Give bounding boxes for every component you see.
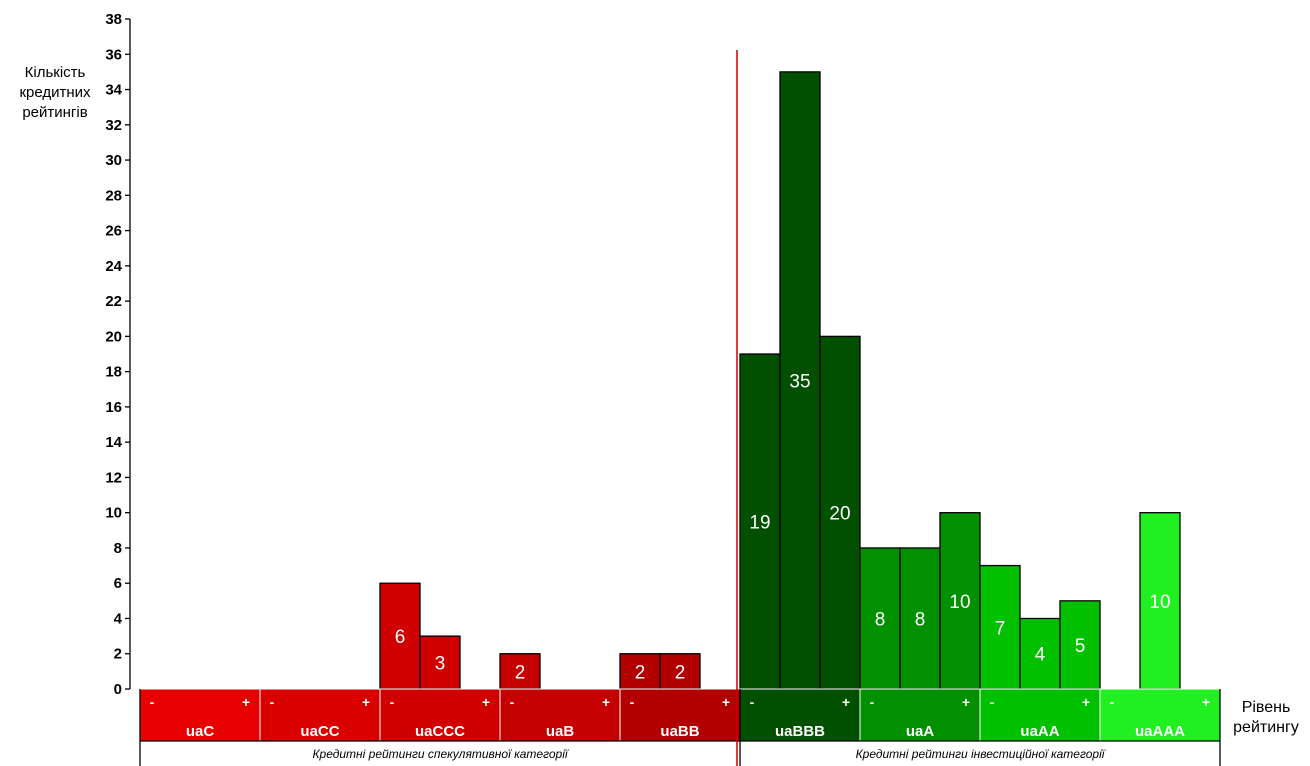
y-tick-label: 12 [105, 469, 122, 486]
y-tick-label: 38 [105, 11, 122, 28]
rating-band-uaCC [259, 688, 381, 742]
y-axis-label-line: Кількість [25, 64, 86, 81]
band-minus-sign: - [990, 694, 995, 710]
category-group-label: Кредитні рейтинги інвестиційної категорі… [856, 747, 1106, 761]
band-name-label: uaBBB [775, 723, 825, 740]
y-tick-label: 36 [105, 46, 122, 63]
category-groups: Кредитні рейтинги спекулятивної категорі… [139, 689, 1221, 766]
x-axis-label-line: Рівень [1242, 699, 1291, 716]
bar-value-label: 2 [675, 662, 686, 683]
band-minus-sign: - [270, 694, 275, 710]
y-tick-label: 10 [105, 505, 122, 522]
band-plus-sign: + [1082, 694, 1090, 710]
band-plus-sign: + [362, 694, 370, 710]
bar-value-label: 7 [995, 618, 1006, 639]
y-axis-label-line: кредитних [19, 84, 91, 101]
y-tick-label: 0 [114, 681, 122, 698]
bar-value-label: 6 [395, 627, 406, 648]
rating-band-strip: - + uaC - + uaCC - + uaCCC - + uaB - + uaBB - + uaBBB - + ua… [139, 688, 1221, 742]
band-name-label: uaCC [300, 723, 339, 740]
bar-value-label: 10 [1149, 592, 1170, 613]
rating-band-uaAAA [1099, 688, 1221, 742]
x-axis-label-line: рейтингу [1233, 719, 1299, 736]
bar-uaAA- [979, 564, 1021, 690]
bar-value-label: 8 [875, 609, 886, 630]
rating-band-uaA [859, 688, 981, 742]
y-tick-label: 32 [105, 117, 122, 134]
bar-value-label: 8 [915, 609, 926, 630]
rating-band-uaBB [619, 688, 741, 742]
y-tick-label: 26 [105, 223, 122, 240]
band-name-label: uaB [546, 723, 575, 740]
y-tick-label: 34 [105, 82, 122, 99]
y-tick-label: 14 [105, 434, 122, 451]
band-name-label: uaCCC [415, 723, 465, 740]
band-name-label: uaAA [1020, 723, 1059, 740]
band-minus-sign: - [390, 694, 395, 710]
bar-value-label: 2 [635, 662, 646, 683]
band-minus-sign: - [630, 694, 635, 710]
band-plus-sign: + [962, 694, 970, 710]
band-name-label: uaAAA [1135, 723, 1185, 740]
bar-value-label: 10 [949, 592, 970, 613]
y-tick-label: 16 [105, 399, 122, 416]
y-tick-label: 4 [114, 610, 123, 627]
y-tick-label: 30 [105, 152, 122, 169]
band-name-label: uaA [906, 723, 935, 740]
bar-value-label: 3 [435, 654, 446, 675]
band-name-label: uaBB [660, 723, 699, 740]
y-tick-label: 24 [105, 258, 122, 275]
x-axis-label: Рівень рейтингу [1233, 699, 1299, 736]
y-axis-label-line: рейтингів [22, 104, 87, 121]
bar-value-label: 5 [1075, 636, 1086, 657]
band-minus-sign: - [510, 694, 515, 710]
rating-band-uaC [139, 688, 261, 742]
bar-value-label: 35 [789, 371, 810, 392]
rating-band-uaCCC [379, 688, 501, 742]
bar-uaBBB+ [819, 335, 861, 690]
band-minus-sign: - [750, 694, 755, 710]
band-name-label: uaC [186, 723, 215, 740]
y-tick-label: 8 [114, 540, 122, 557]
band-plus-sign: + [602, 694, 610, 710]
band-minus-sign: - [1110, 694, 1115, 710]
band-minus-sign: - [150, 694, 155, 710]
y-tick-label: 28 [105, 187, 122, 204]
band-plus-sign: + [482, 694, 490, 710]
band-plus-sign: + [242, 694, 250, 710]
bar-value-label: 2 [515, 662, 526, 683]
bar-value-label: 19 [749, 513, 770, 534]
bar-uaBBB- [739, 353, 781, 690]
bar-uaA [899, 547, 941, 690]
y-axis-label: Кількість кредитних рейтингів [19, 64, 91, 121]
y-tick-label: 22 [105, 293, 122, 310]
bar-uaCCC- [379, 582, 421, 690]
bars-layer: 6 3 2 2 2 19 35 20 8 8 10 7 4 5 10 [379, 71, 1181, 690]
y-tick-label: 18 [105, 364, 122, 381]
bar-value-label: 20 [829, 504, 850, 525]
category-group-label: Кредитні рейтинги спекулятивної категорі… [312, 747, 568, 761]
y-tick-label: 6 [114, 575, 122, 592]
rating-band-uaAA [979, 688, 1101, 742]
bar-value-label: 4 [1035, 645, 1046, 666]
bar-uaCCC [419, 635, 461, 690]
bar-uaAA+ [1059, 600, 1101, 690]
band-plus-sign: + [842, 694, 850, 710]
y-tick-label: 2 [114, 646, 122, 663]
band-minus-sign: - [870, 694, 875, 710]
band-plus-sign: + [722, 694, 730, 710]
band-plus-sign: + [1202, 694, 1210, 710]
y-tick-label: 20 [105, 328, 122, 345]
